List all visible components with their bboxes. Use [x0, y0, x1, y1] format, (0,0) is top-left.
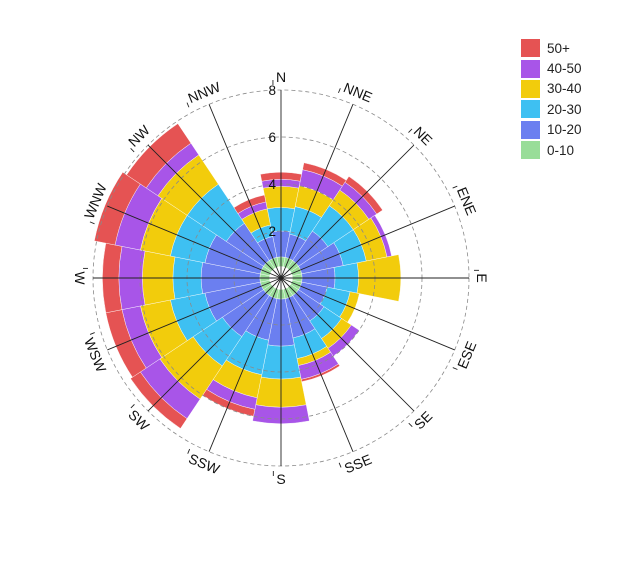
direction-label-text: E [474, 273, 490, 282]
spoke-ene [280, 205, 455, 279]
legend-label: 10-20 [547, 122, 582, 138]
direction-label-text: ESE [454, 339, 480, 371]
direction-tick [130, 404, 135, 409]
spoke-nne [280, 104, 354, 279]
direction-label-text: SSE [342, 451, 374, 477]
direction-label-text: W [72, 271, 88, 285]
direction-label-n: N [272, 69, 286, 85]
radial-tick-label-6: 6 [268, 130, 276, 145]
legend-swatch [521, 39, 540, 58]
bar-nnw-50plus [233, 194, 267, 214]
direction-label-text: N [276, 69, 286, 85]
direction-tick [408, 128, 413, 133]
direction-label-text: WSW [81, 335, 110, 375]
direction-label-sw: SW [125, 404, 153, 434]
direction-tick [130, 148, 135, 153]
direction-label-nw: NW [125, 121, 153, 153]
spoke-ne [280, 144, 415, 279]
spoke-ese [280, 277, 455, 351]
legend-label: 30-40 [547, 81, 582, 97]
legend-label: 40-50 [547, 61, 582, 77]
direction-tick [452, 367, 458, 370]
spoke-sse [280, 277, 354, 452]
radial-tick-label-8: 8 [268, 83, 276, 98]
direction-tick [89, 221, 95, 225]
spoke-nnw [208, 104, 282, 279]
spoke-ssw [208, 277, 282, 452]
legend-item-20-30: 20-30 [521, 99, 582, 119]
direction-label-ese: ESE [452, 339, 480, 371]
legend-item-10-20: 10-20 [521, 120, 582, 140]
legend-swatch [521, 141, 540, 160]
legend-label: 0-10 [547, 142, 575, 158]
direction-label-text: SE [411, 408, 436, 433]
legend-swatch [521, 100, 540, 119]
direction-label-s: S [272, 471, 286, 487]
direction-label-wsw: WSW [81, 332, 110, 375]
legend: 50+ 40-50 30-40 20-30 10-20 0-10 [521, 38, 582, 160]
direction-label-text: SSW [186, 450, 222, 477]
direction-tick [338, 462, 342, 468]
direction-label-ne: NE [408, 123, 436, 148]
direction-tick [452, 185, 458, 189]
direction-label-sse: SSE [338, 451, 374, 477]
direction-tick [338, 88, 341, 94]
direction-label-text: ENE [454, 185, 480, 218]
legend-label: 20-30 [547, 101, 582, 117]
direction-tick [89, 332, 95, 335]
spoke-nw [147, 144, 282, 279]
direction-label-text: S [276, 471, 285, 487]
radial-tick-label-2: 2 [268, 224, 276, 239]
spoke-se [280, 277, 415, 412]
legend-item-40-50: 40-50 [521, 58, 582, 78]
direction-label-e: E [474, 269, 490, 283]
spoke-wsw [107, 277, 282, 351]
direction-label-text: NE [411, 123, 436, 148]
direction-tick [408, 422, 413, 428]
legend-item-30-40: 30-40 [521, 79, 582, 99]
legend-label: 50+ [547, 40, 570, 56]
direction-tick [186, 102, 190, 108]
direction-label-ssw: SSW [186, 448, 223, 477]
legend-swatch [521, 120, 540, 139]
direction-label-text: NNW [186, 78, 224, 106]
direction-label-w: W [72, 267, 88, 285]
legend-item-50plus: 50+ [521, 38, 582, 58]
direction-label-nne: NNE [338, 79, 375, 105]
radial-tick-label-4: 4 [268, 177, 276, 192]
direction-label-nnw: NNW [186, 78, 224, 108]
spoke-sw [147, 277, 282, 412]
legend-swatch [521, 59, 540, 78]
spoke-wnw [107, 205, 282, 279]
legend-swatch [521, 79, 540, 98]
wind-rose-grid [92, 89, 470, 467]
direction-tick [187, 448, 191, 454]
legend-item-0-10: 0-10 [521, 140, 582, 160]
